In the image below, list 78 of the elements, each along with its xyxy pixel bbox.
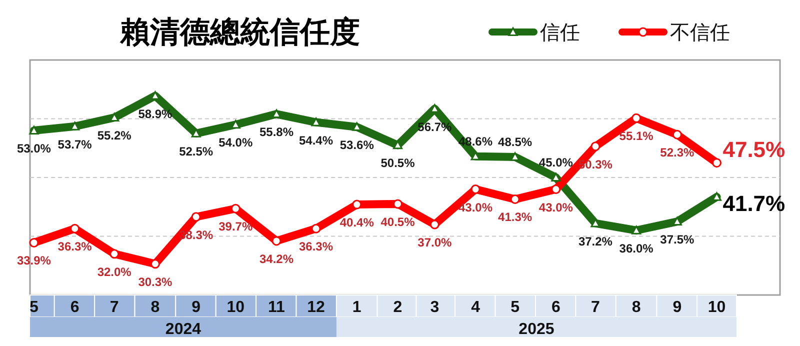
point [470, 184, 480, 194]
point [551, 184, 561, 194]
data-label: 41.7% [722, 190, 786, 216]
x-tick-label: 11 [268, 299, 286, 316]
data-label: 30.3% [138, 274, 173, 289]
x-tick-label: 12 [307, 299, 326, 316]
x-tick-label: 6 [551, 299, 560, 316]
point [632, 113, 642, 123]
x-tick-label: 10 [226, 299, 245, 316]
point [590, 142, 600, 152]
x-tick-label: 9 [192, 299, 201, 316]
data-label: 50.5% [380, 156, 416, 170]
data-label: 33.9% [16, 254, 52, 268]
x-tick-label: 3 [430, 299, 440, 316]
data-label: 54.4% [299, 133, 334, 148]
data-label: 39.7% [218, 220, 253, 234]
data-label: 45.0% [538, 156, 574, 170]
data-label: 47.5% [722, 136, 786, 162]
text: 2025 [518, 321, 554, 338]
x-tick-label: 9 [672, 299, 682, 316]
data-label: 58.9% [138, 106, 173, 121]
data-label: 55.1% [619, 129, 654, 144]
x-tick-label: 2 [393, 299, 402, 316]
data-label: 40.5% [380, 214, 416, 229]
x-tick-label: 5 [510, 299, 520, 316]
legend-label: 信任 [540, 20, 580, 44]
data-label: 53.6% [340, 138, 374, 152]
point [70, 224, 80, 234]
point [110, 249, 120, 259]
x-tick-label: 7 [591, 299, 600, 316]
data-label: 37.2% [578, 234, 613, 248]
data-label: 36.3% [299, 240, 334, 254]
text: 2024 [165, 321, 202, 338]
data-label: 52.5% [179, 144, 214, 158]
data-label: 53.7% [58, 137, 92, 152]
data-label: 36.0% [619, 241, 654, 256]
chart-title: 賴清德總統信任度 [119, 15, 360, 50]
point [393, 199, 402, 209]
point [311, 224, 321, 234]
point [430, 220, 440, 230]
data-label: 37.0% [418, 236, 452, 250]
legend-label: 不信任 [670, 20, 730, 44]
data-label: 52.3% [660, 146, 695, 160]
point [632, 226, 642, 234]
data-label: 55.2% [97, 128, 132, 143]
data-label: 48.5% [498, 134, 532, 149]
data-label: 37.5% [660, 232, 695, 247]
point [29, 238, 39, 248]
point [352, 200, 362, 210]
data-label: 53.0% [16, 142, 52, 156]
x-tick-label: 8 [632, 299, 641, 316]
x-tick-label: 1 [352, 299, 362, 316]
data-label: 54.0% [218, 136, 253, 150]
data-label: 55.8% [259, 125, 294, 140]
point [672, 130, 682, 140]
point [150, 259, 160, 269]
data-label: 41.3% [498, 210, 532, 224]
point [191, 128, 201, 138]
x-tick-label: 8 [150, 299, 160, 316]
data-label: 40.4% [340, 216, 374, 230]
data-label: 43.0% [458, 200, 493, 214]
point [29, 126, 39, 134]
point [510, 194, 520, 204]
point [551, 172, 561, 182]
x-tick-label: 4 [471, 299, 480, 316]
x-tick-label: 6 [70, 299, 80, 316]
x-tick-label: 7 [110, 299, 119, 316]
point [191, 212, 201, 222]
point [712, 158, 722, 168]
data-label: 34.2% [259, 252, 294, 266]
x-tick-label: 5 [30, 299, 38, 316]
point [230, 204, 240, 214]
point [272, 236, 282, 246]
data-label: 43.0% [538, 200, 574, 214]
x-tick-label: 10 [708, 299, 726, 316]
point [393, 140, 402, 150]
data-label: 36.3% [58, 240, 92, 254]
data-label: 32.0% [97, 264, 132, 279]
